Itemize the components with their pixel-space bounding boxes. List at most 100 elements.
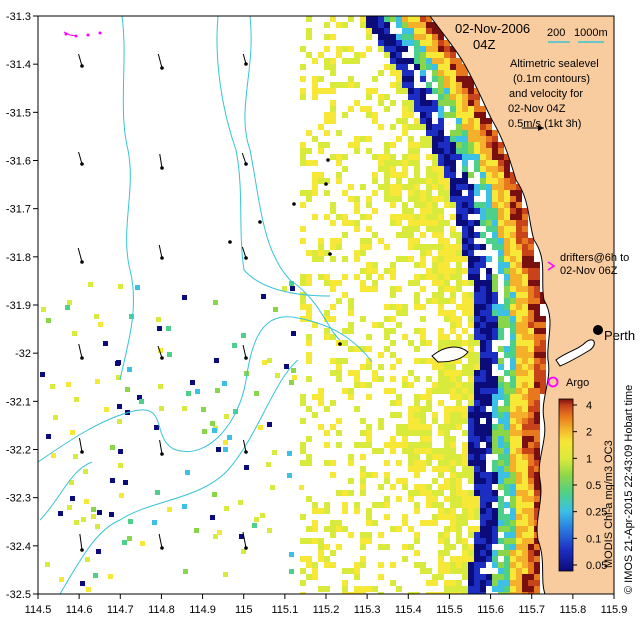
chl-pixel: [456, 316, 462, 322]
chl-pixel: [456, 208, 462, 214]
y-tick-label: -31.4: [6, 59, 31, 71]
chl-pixel: [408, 466, 414, 472]
chl-pixel: [342, 340, 348, 346]
chl-pixel: [444, 442, 450, 448]
chl-pixel: [504, 208, 510, 214]
chl-pixel: [330, 154, 336, 160]
chl-pixel: [492, 286, 498, 292]
chl-pixel: [510, 496, 516, 502]
chl-pixel: [504, 166, 510, 172]
chl-pixel: [522, 364, 528, 370]
chl-pixel: [414, 106, 420, 112]
chl-pixel: [426, 568, 432, 574]
chl-pixel: [474, 88, 480, 94]
chl-pixel: [522, 274, 528, 280]
chl-pixel: [366, 22, 372, 28]
chl-pixel: [474, 442, 480, 448]
chl-pixel: [402, 172, 408, 178]
chl-pixel: [522, 256, 528, 262]
chl-pixel: [324, 58, 330, 64]
velocity-arrow: [79, 533, 83, 551]
chl-pixel: [432, 124, 438, 130]
chl-pixel: [348, 298, 354, 304]
chl-pixel: [330, 220, 336, 226]
chl-pixel: [444, 496, 450, 502]
chl-pixel: [504, 172, 510, 178]
chl-pixel: [414, 262, 420, 268]
chl-pixel: [342, 214, 348, 220]
chl-pixel: [318, 274, 324, 280]
chl-pixel: [450, 136, 456, 142]
chl-pixel: [504, 466, 510, 472]
chl-pixel: [456, 256, 462, 262]
chl-pixel: [474, 454, 480, 460]
chl-pixel: [390, 202, 396, 208]
chl-pixel: [486, 394, 492, 400]
chl-pixel: [420, 424, 426, 430]
chl-pixel: [342, 328, 348, 334]
chl-pixel: [516, 472, 522, 478]
argo-marker: [547, 376, 559, 388]
chl-pixel: [498, 526, 504, 532]
x-tick-label: 115.1: [271, 604, 298, 616]
chl-pixel: [390, 352, 396, 358]
chl-pixel: [516, 334, 522, 340]
chl-pixel: [432, 292, 438, 298]
chl-pixel: [504, 562, 510, 568]
chl-pixel: [402, 232, 408, 238]
chl-pixel: [492, 430, 498, 436]
chl-pixel: [116, 360, 121, 365]
chl-pixel: [390, 16, 396, 22]
chl-pixel: [444, 526, 450, 532]
chl-pixel: [474, 574, 480, 580]
chl-pixel: [498, 238, 504, 244]
chl-pixel: [480, 154, 486, 160]
x-tick-label: 115.4: [395, 604, 422, 616]
chl-pixel: [522, 376, 528, 382]
chl-pixel: [384, 388, 390, 394]
chl-pixel: [468, 550, 474, 556]
chl-pixel: [480, 328, 486, 334]
x-tick-label: 115.2: [313, 604, 340, 616]
chl-pixel: [330, 106, 336, 112]
chl-pixel: [516, 358, 522, 364]
chl-pixel: [420, 100, 426, 106]
chl-pixel: [462, 382, 468, 388]
chl-pixel: [462, 514, 468, 520]
chl-pixel: [510, 586, 516, 592]
chl-pixel: [510, 262, 516, 268]
chl-pixel: [396, 232, 402, 238]
chl-pixel: [540, 340, 546, 346]
chl-pixel: [510, 280, 516, 286]
chl-pixel: [522, 358, 528, 364]
chl-pixel: [504, 394, 510, 400]
chl-pixel: [348, 304, 354, 310]
chl-pixel: [360, 490, 366, 496]
chl-pixel: [366, 46, 372, 52]
chl-pixel: [480, 172, 486, 178]
chl-pixel: [510, 232, 516, 238]
chl-pixel: [390, 316, 396, 322]
chl-pixel: [372, 520, 378, 526]
chl-pixel: [414, 22, 420, 28]
chl-pixel: [426, 112, 432, 118]
chl-pixel: [432, 100, 438, 106]
chl-pixel: [498, 154, 504, 160]
chl-pixel: [486, 520, 492, 526]
chl-pixel: [486, 256, 492, 262]
x-axis: 114.5 114.6 114.7 114.8 114.9 115 115.1 115.2 11…: [25, 594, 627, 616]
chl-pixel: [408, 16, 414, 22]
chl-pixel: [432, 280, 438, 286]
chl-pixel: [462, 568, 468, 574]
chl-pixel: [516, 484, 522, 490]
velocity-arrow-head: [338, 342, 342, 346]
chl-pixel: [420, 88, 426, 94]
chl-pixel: [396, 400, 402, 406]
chl-pixel: [516, 556, 522, 562]
chl-pixel: [510, 244, 516, 250]
chl-pixel: [354, 142, 360, 148]
chl-pixel: [468, 220, 474, 226]
chl-pixel: [486, 328, 492, 334]
chl-pixel: [103, 341, 108, 346]
chl-pixel: [456, 58, 462, 64]
